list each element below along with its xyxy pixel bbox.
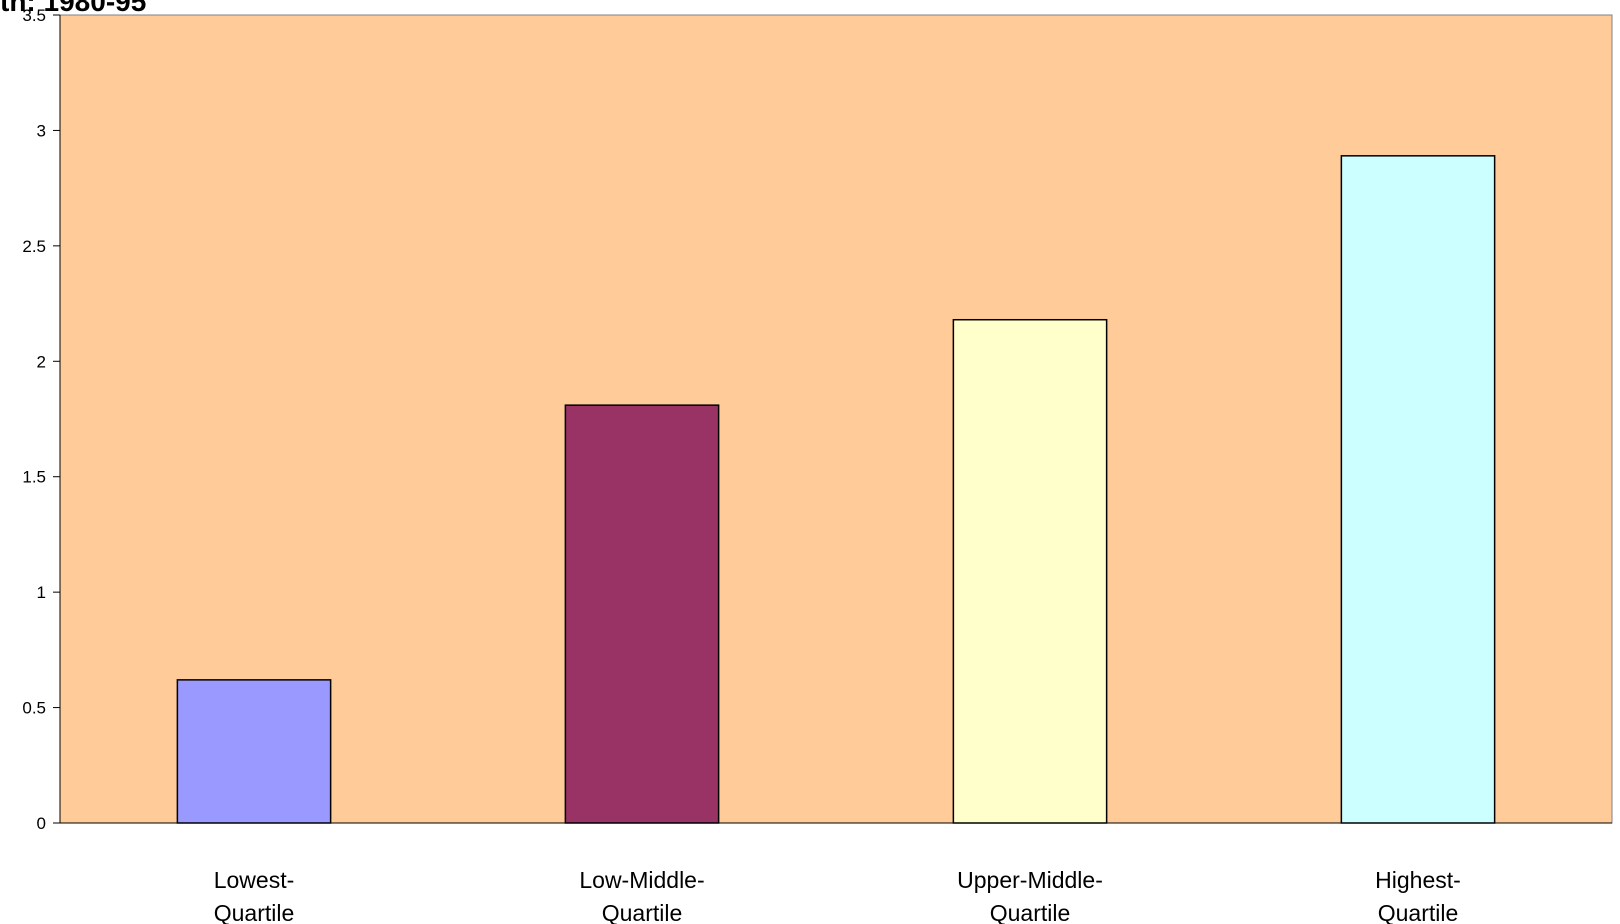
x-tick-label: Quartile [602, 900, 683, 924]
x-axis-labels: Lowest- Quartile Low-Middle- Quartile Upper-… [214, 867, 1461, 924]
x-tick-label: Highest- [1375, 867, 1461, 893]
x-tick-label: Quartile [1378, 900, 1459, 924]
y-tick-label: 3 [37, 121, 46, 140]
y-tick-label: 2 [37, 352, 46, 371]
x-tick-label: Quartile [214, 900, 295, 924]
y-tick-label: 1.5 [22, 468, 46, 487]
y-tick-label: 0.5 [22, 699, 46, 718]
y-tick-label: 0 [37, 814, 46, 833]
bar [564, 404, 720, 824]
bar [176, 679, 332, 824]
x-tick-label: Upper-Middle- [957, 867, 1103, 893]
y-tick-label: 1 [37, 583, 46, 602]
x-tick-label: Lowest- [214, 867, 295, 893]
bar [952, 318, 1108, 824]
x-tick-label: Low-Middle- [579, 867, 704, 893]
y-tick-label: 2.5 [22, 237, 46, 256]
x-tick-label: Quartile [990, 900, 1071, 924]
bar [1340, 155, 1496, 824]
y-tick-label: 3.5 [22, 6, 46, 25]
bars [176, 155, 1496, 824]
chart-title: th: 1980-95 [0, 0, 147, 17]
